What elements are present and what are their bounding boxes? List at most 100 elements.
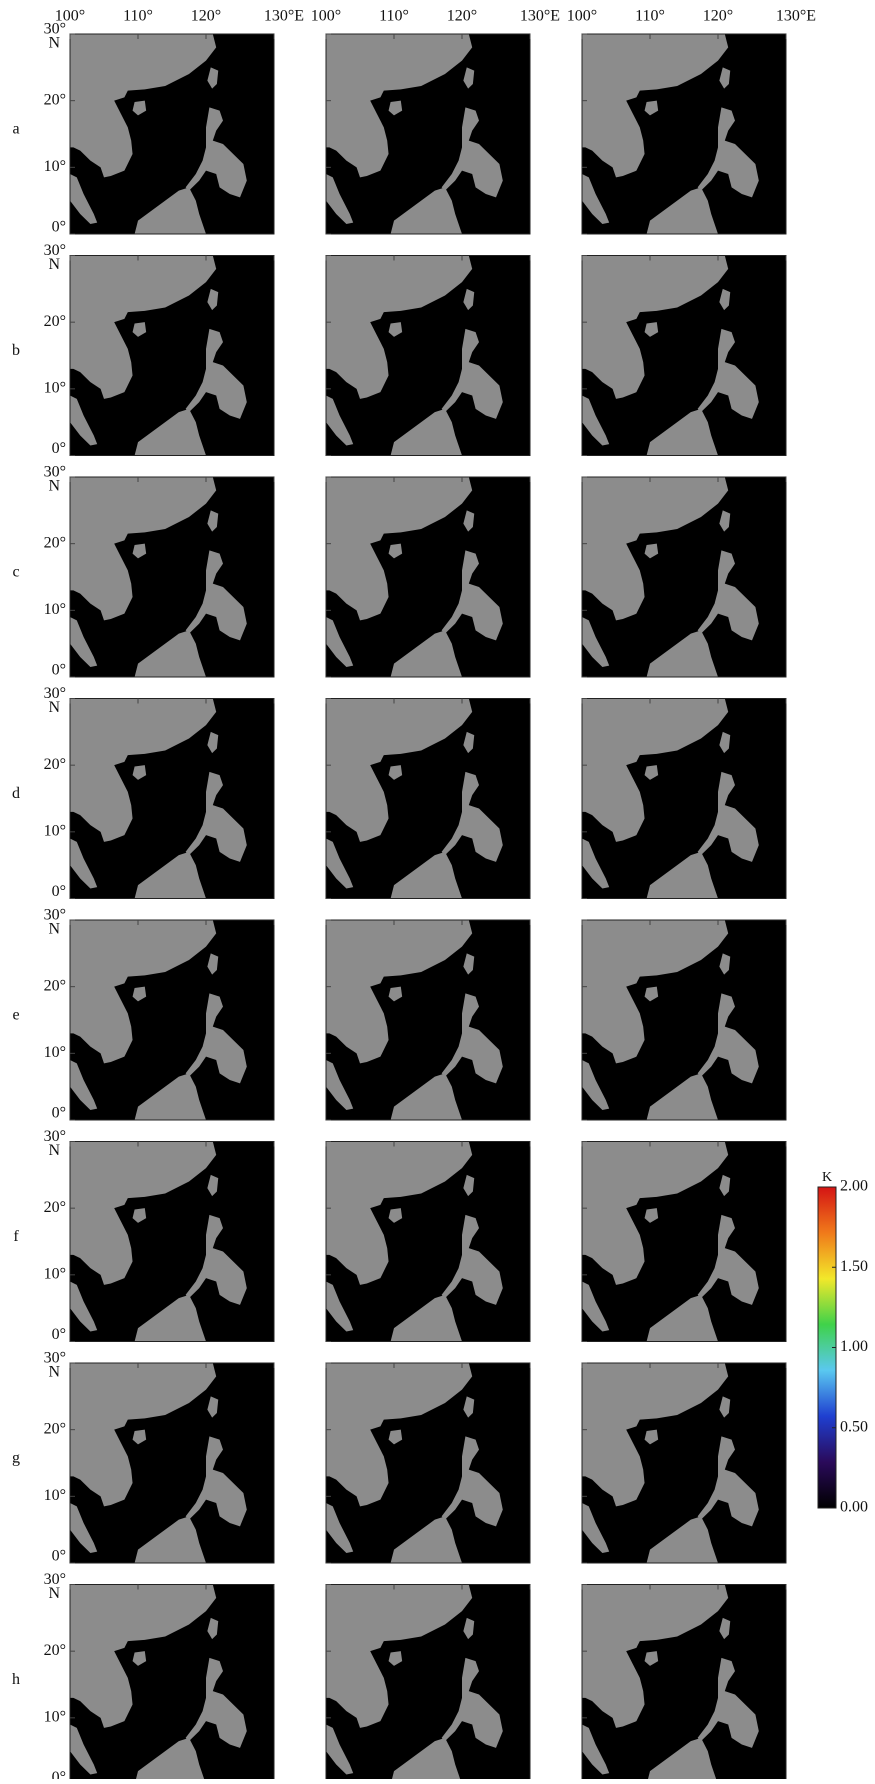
map-panel <box>581 1584 787 1784</box>
panel-frame <box>581 33 787 235</box>
lat-tick-label: 0° <box>52 883 66 900</box>
map-panel <box>69 1584 275 1784</box>
panel-frame <box>325 33 531 235</box>
lon-tick-label: 100° <box>311 8 341 25</box>
lat-tick-label: 20° <box>44 534 66 551</box>
lon-tick-label: 110° <box>123 8 153 25</box>
lat-tick-label: 0° <box>52 440 66 457</box>
panel-frame <box>581 476 787 678</box>
lat-tick-label: 20° <box>44 1420 66 1437</box>
panel-frame <box>325 1362 531 1564</box>
row-label: d <box>12 785 20 802</box>
lat-tick-label: 0° <box>52 662 66 679</box>
panel-frame <box>581 919 787 1121</box>
panel-frame <box>69 476 275 678</box>
lon-tick-label: 110° <box>379 8 409 25</box>
lat-tick-label: 30° <box>44 1571 66 1588</box>
map-panel <box>325 919 531 1121</box>
colorbar-tick-label: 0.00 <box>840 1499 868 1516</box>
map-panel <box>325 1584 531 1784</box>
row-label: f <box>13 1228 19 1245</box>
lat-tick-label: 20° <box>44 91 66 108</box>
panel-frame <box>581 255 787 456</box>
map-panel <box>581 919 787 1121</box>
lat-tick-label: 30° <box>44 685 66 702</box>
lat-hemisphere: N <box>48 35 60 52</box>
lat-tick-label: 10° <box>44 823 66 840</box>
lat-hemisphere: N <box>48 1364 60 1381</box>
map-panel <box>325 255 531 456</box>
lat-hemisphere: N <box>48 921 60 938</box>
panel-frame <box>581 698 787 899</box>
map-panel <box>69 698 275 899</box>
row-label: h <box>12 1671 20 1688</box>
lat-hemisphere: N <box>48 256 60 273</box>
colorbar-tick-label: 0.50 <box>840 1418 868 1435</box>
lat-tick-label: 20° <box>44 1199 66 1216</box>
lat-hemisphere: N <box>48 699 60 716</box>
panel-frame <box>325 1584 531 1784</box>
map-panel <box>69 919 275 1121</box>
lat-tick-label: 0° <box>52 219 66 236</box>
panel-frame <box>69 1141 275 1342</box>
lat-tick-label: 20° <box>44 1642 66 1659</box>
lon-tick-label: 130°E <box>520 8 560 25</box>
map-panel <box>325 698 531 899</box>
lon-tick-label: 130°E <box>264 8 304 25</box>
map-panel <box>581 1141 787 1342</box>
panel-frame <box>325 476 531 678</box>
lon-tick-label: 120° <box>703 8 733 25</box>
panel-frame <box>69 919 275 1121</box>
lat-tick-label: 10° <box>44 1266 66 1283</box>
lat-hemisphere: N <box>48 478 60 495</box>
lat-tick-label: 10° <box>44 1709 66 1726</box>
map-panel <box>325 476 531 678</box>
lon-tick-label: 120° <box>191 8 221 25</box>
lat-tick-label: 10° <box>44 601 66 618</box>
map-panel <box>581 255 787 456</box>
lat-tick-label: 0° <box>52 1105 66 1122</box>
map-panel <box>69 1141 275 1342</box>
lat-tick-label: 30° <box>44 907 66 924</box>
panel-frame <box>581 1362 787 1564</box>
panel-frame <box>69 1584 275 1784</box>
lon-tick-label: 100° <box>55 8 85 25</box>
row-label: c <box>12 564 19 581</box>
colorbar-tick-label: 1.50 <box>840 1258 868 1275</box>
panel-frame <box>581 1141 787 1342</box>
colorbar-tick-label: 2.00 <box>840 1178 868 1195</box>
map-panel <box>581 698 787 899</box>
panel-frame <box>69 698 275 899</box>
panel-frame <box>69 255 275 456</box>
lat-tick-label: 20° <box>44 977 66 994</box>
row-label: a <box>12 121 19 138</box>
lat-tick-label: 10° <box>44 158 66 175</box>
lon-tick-label: 120° <box>447 8 477 25</box>
lon-tick-label: 110° <box>635 8 665 25</box>
panel-frame <box>325 698 531 899</box>
lat-tick-label: 10° <box>44 1487 66 1504</box>
row-label: g <box>12 1450 20 1467</box>
panel-frame <box>581 1584 787 1784</box>
map-panel <box>325 1141 531 1342</box>
map-panel <box>325 33 531 235</box>
lat-tick-label: 0° <box>52 1769 66 1779</box>
row-label: e <box>12 1007 19 1024</box>
colorbar-tick-label: 1.00 <box>840 1338 868 1355</box>
lat-hemisphere: N <box>48 1585 60 1602</box>
map-panel <box>69 476 275 678</box>
panel-frame <box>69 1362 275 1564</box>
map-panel <box>69 255 275 456</box>
lat-tick-label: 0° <box>52 1548 66 1565</box>
lat-tick-label: 10° <box>44 380 66 397</box>
lon-tick-label: 130°E <box>776 8 816 25</box>
map-panel <box>581 476 787 678</box>
map-panel <box>581 33 787 235</box>
lat-tick-label: 30° <box>44 21 66 38</box>
lat-tick-label: 30° <box>44 1128 66 1145</box>
panel-frame <box>69 33 275 235</box>
colorbar-unit: K <box>822 1170 832 1185</box>
lat-tick-label: 30° <box>44 464 66 481</box>
row-label: b <box>12 342 20 359</box>
